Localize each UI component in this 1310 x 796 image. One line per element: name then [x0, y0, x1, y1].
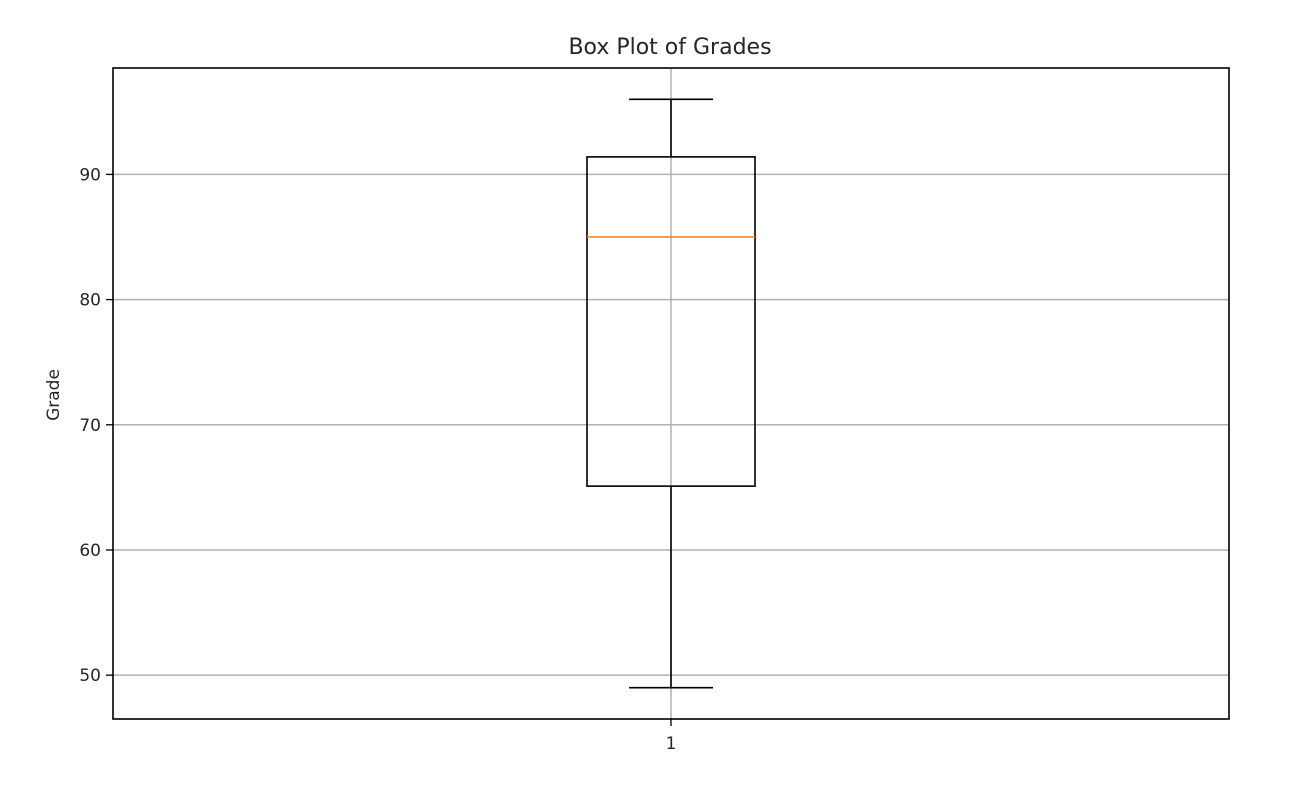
y-tick-label: 70	[79, 416, 101, 436]
y-tick-label: 80	[79, 291, 101, 311]
x-tick-label: 1	[666, 734, 677, 754]
chart-title: Box Plot of Grades	[568, 35, 771, 60]
y-axis-ticks: 50 60 70 80 90	[79, 165, 113, 686]
y-tick-label: 50	[79, 666, 101, 686]
y-tick-label: 60	[79, 541, 101, 561]
y-tick-label: 90	[79, 165, 101, 185]
interquartile-box	[586, 156, 756, 487]
grid-lines	[113, 68, 1229, 719]
x-axis-ticks: 1	[666, 719, 677, 754]
y-axis-label: Grade	[44, 369, 64, 421]
plot-area	[586, 98, 756, 689]
box-group	[586, 98, 756, 689]
